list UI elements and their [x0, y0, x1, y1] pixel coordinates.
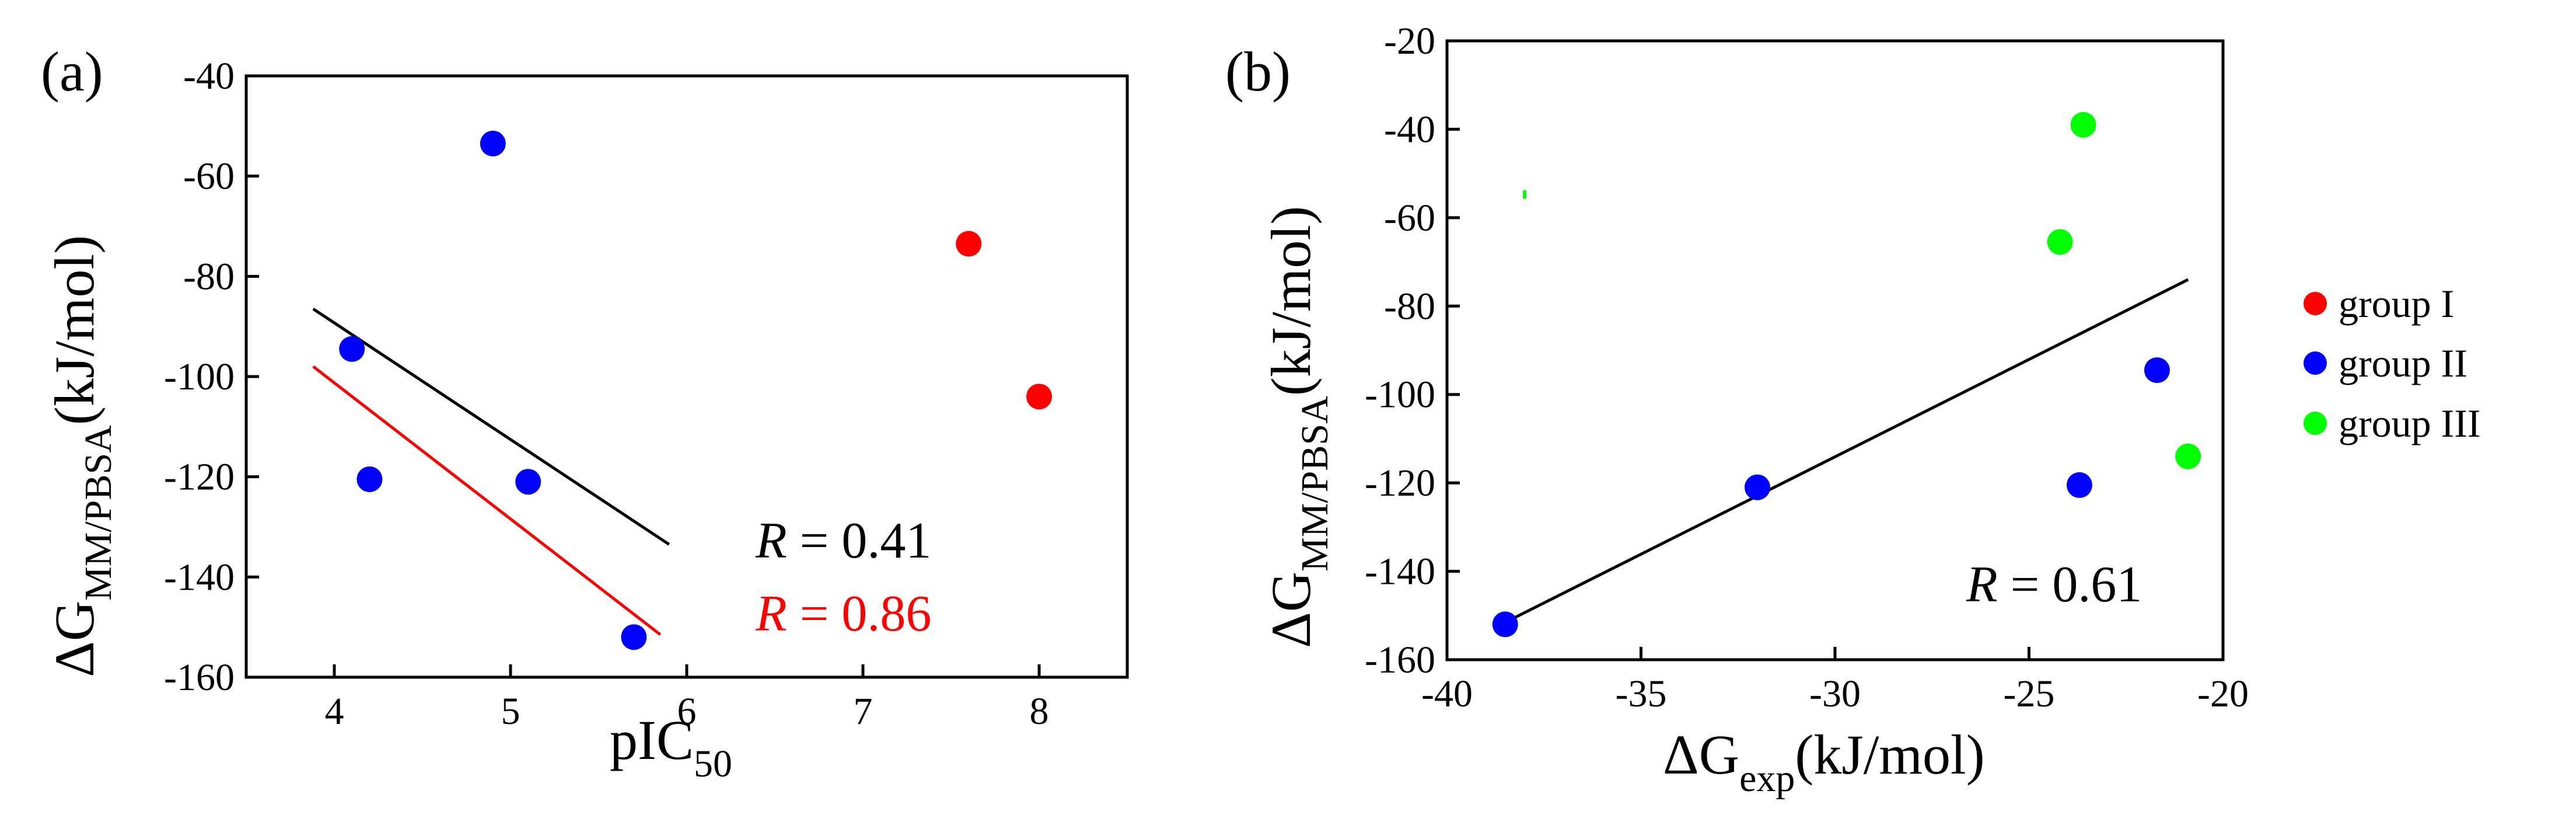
panel-a-x-axis-label: pIC50 — [610, 709, 732, 785]
panel-b-x-axis-sub: exp — [1739, 757, 1795, 800]
panel-a-plot-frame — [244, 74, 1129, 679]
panel-b-x-axis-main: ΔG — [1663, 723, 1739, 786]
panel-b-label: (b) — [1225, 40, 1291, 103]
panel-b: (b) -40 -35 -30 -25 -20 -160-140-120-100-80-… — [1225, 20, 2249, 800]
panel-a-r-black-symbol: R — [755, 513, 787, 569]
panel-a-y-axis-label: ΔGMM/PBSA(kJ/mol) — [43, 235, 120, 677]
y-tick-label: -80 — [183, 255, 235, 298]
y-tick-label: -120 — [1365, 462, 1435, 504]
data-point-group-iii — [2070, 112, 2096, 138]
legend-marker-group-i — [2304, 292, 2327, 315]
legend-marker-group-ii — [2304, 351, 2327, 375]
y-tick-label: -20 — [1384, 20, 1435, 62]
panel-a-r-red: R = 0.86 — [755, 586, 931, 642]
panel-b-x-ticks: -40 -35 -30 -25 -20 — [1421, 647, 2249, 715]
y-tick-label: -140 — [1365, 551, 1435, 593]
panel-a-r-black: R = 0.41 — [755, 513, 931, 569]
panel-b-y-axis-label: ΔGMM/PBSA(kJ/mol) — [1260, 206, 1336, 648]
fit-line — [312, 308, 670, 546]
panel-a-points — [339, 130, 1052, 650]
data-point-group-ii — [515, 469, 541, 495]
panel-b-x-axis-label: ΔGexp(kJ/mol) — [1663, 723, 1985, 800]
y-tick-label: -100 — [164, 356, 235, 398]
x-tick-label: 5 — [501, 690, 520, 733]
panel-b-r-value: = 0.61 — [1998, 556, 2142, 613]
panel-b-fit-lines — [1500, 278, 2189, 626]
panel-a-x-axis-sub: 50 — [694, 743, 732, 785]
panel-b-y-axis-main: ΔG — [1260, 572, 1322, 648]
legend-item-group-iii: group III — [2304, 401, 2481, 445]
panel-b-x-axis-tail: (kJ/mol) — [1795, 723, 1984, 786]
data-point-group-ii — [621, 624, 647, 650]
y-tick-label: -140 — [164, 556, 235, 598]
panel-b-y-axis-tail: (kJ/mol) — [1260, 206, 1322, 396]
panel-b-points — [1492, 112, 2201, 638]
legend-marker-group-iii — [2304, 412, 2327, 435]
panel-a-x-ticks: 4 5 6 7 8 — [325, 664, 1049, 733]
panel-b-y-ticks: -160 -140 -120 -100 -80 -60 -40 -20 — [1365, 20, 1460, 681]
data-point-group-iii — [2047, 229, 2073, 255]
panel-a: (a) 4 5 6 7 8 -160 -140 -120 -100 -80 -60 -40 R = … — [41, 40, 1129, 785]
x-tick-label: 8 — [1030, 690, 1049, 733]
legend-label-group-iii: group III — [2339, 401, 2481, 445]
y-tick-label: -120 — [164, 456, 235, 499]
x-tick-label: 4 — [325, 690, 344, 733]
y-tick-label: -100 — [1365, 374, 1435, 416]
data-point-group-ii — [1745, 474, 1770, 500]
panel-a-fit-lines — [312, 308, 670, 636]
y-tick-label: -60 — [183, 155, 235, 198]
panel-a-y-axis-sub: MM/PBSA — [77, 425, 120, 601]
x-tick-label: -35 — [1616, 673, 1667, 715]
x-tick-label: -30 — [1809, 673, 1861, 715]
legend-label-group-ii: group II — [2339, 341, 2467, 385]
panel-b-r: R = 0.61 — [1966, 556, 2142, 613]
y-tick-label: -160 — [164, 656, 235, 699]
data-point-group-ii — [356, 466, 383, 492]
x-tick-label: 7 — [854, 690, 873, 733]
y-tick-label: -80 — [1384, 285, 1435, 328]
y-tick-label: -40 — [183, 55, 235, 97]
panel-a-r-red-value: = 0.86 — [787, 586, 932, 642]
panel-b-r-symbol: R — [1966, 556, 1998, 613]
legend: group I group II group III — [2304, 281, 2481, 445]
panel-b-y-axis-sub: MM/PBSA — [1294, 396, 1336, 572]
y-tick-label: -40 — [1384, 108, 1435, 151]
panel-a-r-red-symbol: R — [755, 586, 787, 642]
x-tick-label: 6 — [677, 690, 697, 733]
legend-label-group-i: group I — [2339, 281, 2454, 326]
panel-a-y-axis-tail: (kJ/mol) — [43, 235, 106, 425]
x-tick-label: -20 — [2197, 673, 2249, 715]
data-point-group-ii — [2144, 357, 2170, 384]
panel-a-r-black-value: = 0.41 — [787, 513, 932, 569]
data-point-group-i — [1026, 384, 1052, 410]
x-tick-label: -25 — [2004, 673, 2055, 715]
data-point-group-ii — [2066, 472, 2092, 498]
legend-item-group-i: group I — [2304, 281, 2454, 326]
fit-line — [1500, 278, 2189, 626]
panel-a-x-axis-main: pIC — [610, 709, 694, 771]
panel-a-y-axis-main: ΔG — [43, 601, 106, 677]
panel-a-label: (a) — [41, 40, 103, 103]
data-point-group-i — [956, 231, 982, 257]
data-point-group-ii — [480, 130, 506, 156]
legend-item-group-ii: group II — [2304, 341, 2467, 385]
y-tick-label: -160 — [1365, 639, 1435, 681]
fit-line — [312, 365, 662, 636]
panel-a-y-ticks: -160 -140 -120 -100 -80 -60 -40 — [164, 55, 259, 699]
data-point-group-iii — [2175, 443, 2201, 469]
data-point-group-ii — [1492, 611, 1518, 638]
y-tick-label: -60 — [1384, 197, 1435, 239]
data-point-group-ii — [339, 336, 365, 362]
x-tick-label: -40 — [1421, 673, 1473, 715]
